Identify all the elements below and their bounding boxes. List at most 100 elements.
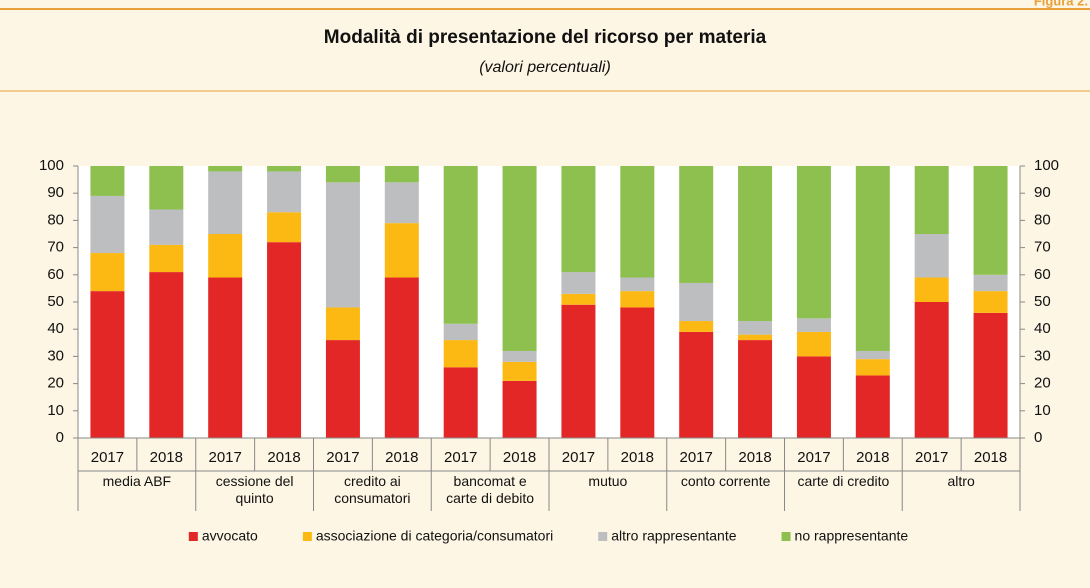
group-label-box: altro	[947, 473, 975, 489]
bar-segment	[384, 223, 419, 278]
x-tick-label: 2017	[209, 449, 242, 466]
bar-segment	[384, 182, 419, 224]
bar-segment	[620, 307, 655, 438]
x-tick-label: 2017	[680, 449, 713, 466]
bar-segment	[90, 195, 125, 254]
y2-tick-label: 100	[1034, 157, 1059, 174]
bar-segment	[267, 212, 302, 243]
y-tick-label: 100	[39, 157, 64, 174]
group-label-box: cessione del quinto	[216, 473, 294, 506]
legend-swatch	[781, 532, 791, 541]
bar-segment	[679, 321, 714, 332]
group-label-box: media ABF	[102, 473, 172, 489]
group-label: media ABF	[102, 473, 172, 489]
bar-segment	[620, 166, 655, 278]
bar-segment	[855, 166, 890, 351]
bar-segment	[325, 166, 360, 183]
y-tick-label: 50	[47, 293, 64, 310]
group-label: bancomat e carte di debito	[446, 473, 535, 506]
bar-segment	[149, 272, 184, 438]
y-tick-label: 30	[47, 347, 64, 364]
x-tick-label: 2017	[444, 449, 477, 466]
bar-segment	[796, 356, 831, 438]
y-tick-label: 80	[47, 211, 64, 228]
bar-segment	[561, 293, 596, 305]
bar-segment	[208, 234, 243, 278]
bar-segment	[679, 166, 714, 283]
bar-segment	[679, 282, 714, 322]
bar-segment	[149, 209, 184, 245]
y2-tick-label: 10	[1034, 402, 1051, 419]
group-label-box: credito ai consumatori	[334, 473, 411, 506]
bar-segment	[679, 331, 714, 438]
x-tick-label: 2017	[915, 449, 948, 466]
y-tick-label: 90	[47, 184, 64, 201]
bar-segment	[325, 182, 360, 308]
bar-segment	[973, 166, 1008, 275]
bar-segment	[738, 340, 773, 438]
bar-segment	[267, 171, 302, 213]
bar-segment	[502, 350, 537, 362]
legend-label: avvocato	[202, 528, 258, 544]
y-tick-label: 60	[47, 266, 64, 283]
bar-segment	[738, 321, 773, 335]
figure-label: Figura 2.	[1034, 0, 1088, 8]
y2-tick-label: 60	[1034, 266, 1051, 283]
bar-segment	[914, 277, 949, 302]
x-tick-label: 2018	[974, 449, 1007, 466]
legend-label: no rappresentante	[795, 528, 909, 544]
bar-segment	[502, 380, 537, 438]
bar-segment	[208, 277, 243, 438]
bar-segment	[914, 302, 949, 438]
bar-segment	[502, 361, 537, 381]
bar-segment	[561, 272, 596, 294]
legend-swatch	[188, 532, 198, 541]
x-tick-label: 2017	[91, 449, 124, 466]
group-label: conto corrente	[680, 473, 771, 489]
y2-tick-label: 20	[1034, 375, 1051, 392]
bar-segment	[973, 312, 1008, 438]
bar-segment	[443, 166, 478, 324]
bar-segment	[90, 291, 125, 438]
bar-segment	[325, 340, 360, 438]
bar-segment	[443, 367, 478, 438]
bar-segment	[914, 234, 949, 278]
y-tick-label: 40	[47, 320, 64, 337]
y2-tick-label: 90	[1034, 184, 1051, 201]
bar-segment	[149, 244, 184, 273]
bar-segment	[561, 166, 596, 273]
group-label-box: mutuo	[588, 473, 628, 489]
bar-segment	[914, 166, 949, 234]
bar-segment	[738, 334, 773, 341]
x-tick-label: 2018	[738, 449, 771, 466]
chart-subtitle: (valori percentuali)	[479, 59, 611, 76]
x-tick-label: 2017	[797, 449, 830, 466]
x-tick-label: 2018	[856, 449, 889, 466]
bar-segment	[855, 359, 890, 376]
legend-label: altro rappresentante	[611, 528, 737, 544]
bar-segment	[208, 171, 243, 234]
group-label-box: conto corrente	[680, 473, 771, 489]
legend-swatch	[598, 532, 608, 541]
y2-tick-label: 30	[1034, 347, 1051, 364]
bar-segment	[90, 166, 125, 196]
x-tick-label: 2017	[562, 449, 595, 466]
bar-segment	[208, 166, 243, 172]
group-label: mutuo	[588, 473, 628, 489]
y-tick-label: 70	[47, 239, 64, 256]
bar-segment	[973, 291, 1008, 313]
y-tick-label: 0	[56, 429, 64, 446]
bar-segment	[738, 166, 773, 322]
y2-tick-label: 0	[1034, 429, 1042, 446]
bar-segment	[384, 277, 419, 438]
legend-swatch	[302, 532, 312, 541]
x-tick-label: 2018	[267, 449, 300, 466]
group-label-box: carte di credito	[797, 473, 889, 489]
bar-segment	[90, 253, 125, 292]
x-tick-label: 2018	[385, 449, 418, 466]
bar-segment	[620, 277, 655, 292]
chart-title: Modalità di presentazione del ricorso pe…	[324, 27, 767, 48]
group-label: credito ai consumatori	[334, 473, 411, 506]
group-label: altro	[947, 473, 975, 489]
